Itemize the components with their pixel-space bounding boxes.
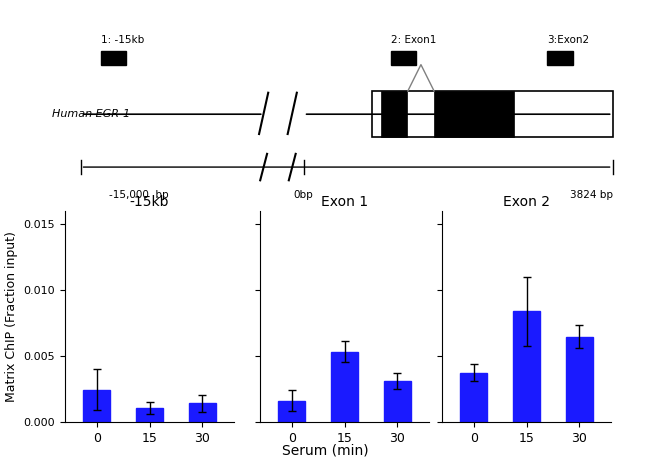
Bar [372,91,612,137]
Bar [83,390,110,422]
Bar [391,51,417,65]
Bar [434,91,514,137]
Bar [547,51,573,65]
Text: 3824 bp: 3824 bp [569,190,612,200]
Text: -15,000  bp: -15,000 bp [109,190,169,200]
Title: Exon 2: Exon 2 [503,195,550,208]
Bar [381,91,407,137]
Bar [101,51,126,65]
Text: Human EGR-1: Human EGR-1 [52,109,130,119]
Title: -15kb: -15kb [130,195,169,208]
Bar [514,311,540,422]
Bar [384,381,411,422]
Bar [460,373,487,422]
Text: Serum (min): Serum (min) [281,443,369,458]
Text: 1: -15kb: 1: -15kb [101,35,144,45]
Title: Exon 1: Exon 1 [321,195,368,208]
Bar [189,403,216,422]
Bar [136,408,162,422]
Bar [332,352,358,422]
Y-axis label: Matrix ChIP (Fraction input): Matrix ChIP (Fraction input) [5,231,18,402]
Text: 0bp: 0bp [294,190,313,200]
Text: 2: Exon1: 2: Exon1 [391,35,436,45]
Bar [566,336,593,422]
Bar [278,401,305,422]
Text: 3:Exon2: 3:Exon2 [547,35,589,45]
